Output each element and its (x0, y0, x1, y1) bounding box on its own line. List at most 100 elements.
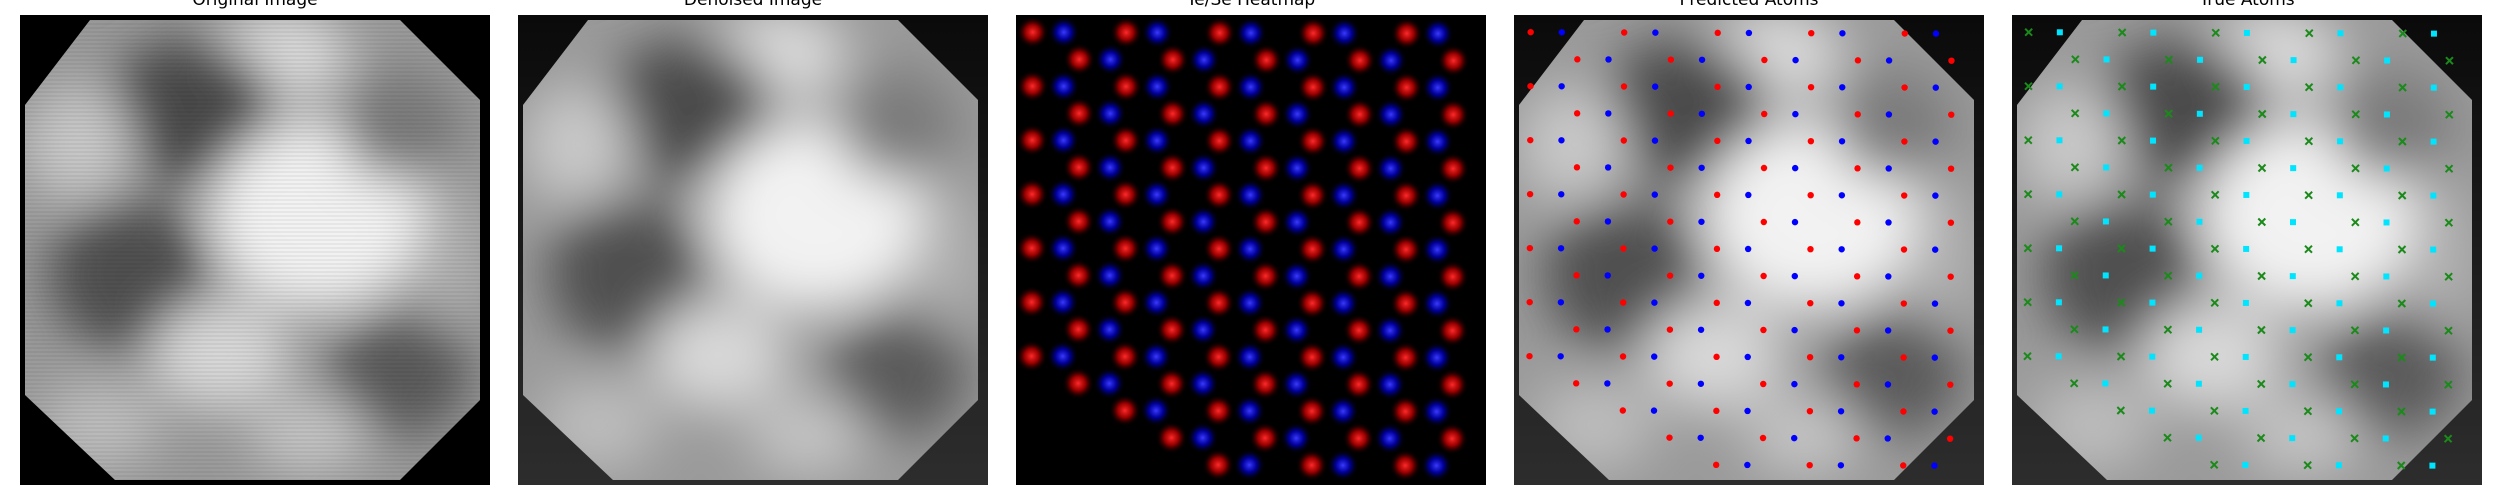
predicted-te-atom (1666, 434, 1673, 441)
te-heat-spot (1436, 314, 1469, 347)
x-marker (2397, 191, 2407, 200)
predicted-te-atom (1667, 110, 1674, 117)
se-heat-spot (1186, 367, 1219, 400)
te-heat-spot (1249, 314, 1282, 347)
se-heat-spot (1374, 260, 1407, 293)
x-marker (2070, 109, 2080, 118)
te-heat-spot (1062, 259, 1095, 292)
predicted-te-atom (1526, 352, 1533, 360)
predicted-se-atom (1791, 326, 1798, 334)
predicted-te-atom (1666, 380, 1673, 387)
predicted-se-atom (1838, 192, 1846, 199)
panel-title: Predicted Atoms (1679, 0, 1819, 10)
dot-marker (2336, 192, 2343, 199)
se-heat-spot (1328, 71, 1361, 104)
dot-marker (2056, 29, 2063, 36)
predicted-te-atom (1947, 381, 1954, 388)
dot-marker (2383, 219, 2390, 226)
te-heat-spot (1016, 178, 1049, 211)
predicted-se-atom (1604, 164, 1612, 171)
dot-marker (2242, 407, 2249, 414)
te-heat-spot (1109, 286, 1142, 319)
se-heat-spot (1375, 44, 1408, 77)
dot-marker (2430, 246, 2437, 253)
predicted-te-atom (1714, 29, 1721, 37)
se-heat-spot (1140, 124, 1173, 157)
x-marker (2398, 137, 2407, 146)
se-heat-spot (1328, 125, 1361, 158)
x-marker (2024, 135, 2033, 145)
x-marker (2117, 82, 2127, 91)
dot-marker (2150, 83, 2157, 90)
predicted-te-atom (1948, 111, 1955, 118)
x-marker (2210, 298, 2219, 308)
predicted-se-atom (1744, 245, 1752, 253)
predicted-te-atom (1807, 191, 1814, 199)
predicted-te-atom (1620, 83, 1628, 90)
te-heat-spot (1016, 16, 1049, 49)
te-heat-spot (1110, 16, 1143, 49)
se-heat-spot (1327, 287, 1360, 320)
te-heat-spot (1203, 178, 1236, 211)
predicted-te-atom (1527, 136, 1534, 144)
se-heat-spot (1327, 179, 1360, 212)
x-marker (2350, 380, 2359, 389)
dot-marker (2337, 30, 2344, 37)
predicted-se-atom (1932, 138, 1939, 145)
x-marker (2445, 56, 2454, 65)
dot-marker (2430, 192, 2437, 199)
te-heat-spot (1297, 17, 1330, 50)
se-heat-spot (1280, 314, 1313, 347)
se-heat-spot (1187, 97, 1220, 130)
se-heat-spot (1233, 286, 1266, 319)
te-heat-spot (1389, 449, 1422, 482)
se-heat-spot (1328, 17, 1361, 50)
x-marker (2304, 136, 2314, 146)
predicted-se-atom (1792, 56, 1799, 64)
dot-marker (2290, 111, 2297, 118)
se-heat-spot (1281, 152, 1314, 185)
dot-marker (2336, 246, 2343, 253)
x-marker (2257, 163, 2267, 173)
predicted-se-atom (1604, 326, 1611, 333)
dot-marker (2429, 300, 2436, 307)
te-heat-spot (1155, 421, 1188, 454)
x-marker (2163, 271, 2173, 280)
se-heat-spot (1141, 16, 1174, 49)
predicted-te-atom (1900, 354, 1907, 361)
predicted-se-atom (1838, 246, 1845, 253)
se-heat-spot (1047, 178, 1080, 211)
x-marker (2397, 353, 2406, 362)
predicted-te-atom (1854, 219, 1861, 226)
x-marker (2163, 325, 2173, 334)
te-heat-spot (1390, 125, 1423, 158)
predicted-se-atom (1651, 353, 1658, 360)
dot-marker (2336, 300, 2343, 307)
x-marker (2211, 28, 2220, 38)
se-heat-spot (1140, 394, 1173, 427)
dot-marker (2149, 191, 2156, 198)
dot-marker (2290, 165, 2297, 172)
predicted-se-atom (1604, 218, 1612, 225)
x-marker (2211, 82, 2220, 92)
x-marker (2069, 379, 2079, 388)
x-marker (2023, 351, 2032, 361)
dot-marker (2289, 327, 2296, 334)
predicted-te-atom (1806, 461, 1813, 469)
panel-original-image: Original Image (20, 0, 490, 500)
dot-marker (2056, 191, 2063, 198)
te-heat-spot (1016, 232, 1048, 265)
predicted-se-atom (1697, 380, 1705, 387)
dot-marker (2056, 83, 2063, 90)
x-marker (2164, 55, 2174, 64)
predicted-te-atom (1620, 245, 1627, 252)
predicted-te-atom (1900, 408, 1907, 415)
te-heat-spot (1390, 71, 1423, 104)
predicted-se-atom (1839, 84, 1846, 91)
te-heat-spot (1016, 286, 1048, 319)
te-heat-spot (1250, 44, 1283, 77)
x-marker (2210, 244, 2220, 254)
te-heat-spot (1436, 422, 1469, 455)
heatmap-canvas (1016, 15, 1486, 485)
te-heat-spot (1296, 179, 1329, 212)
